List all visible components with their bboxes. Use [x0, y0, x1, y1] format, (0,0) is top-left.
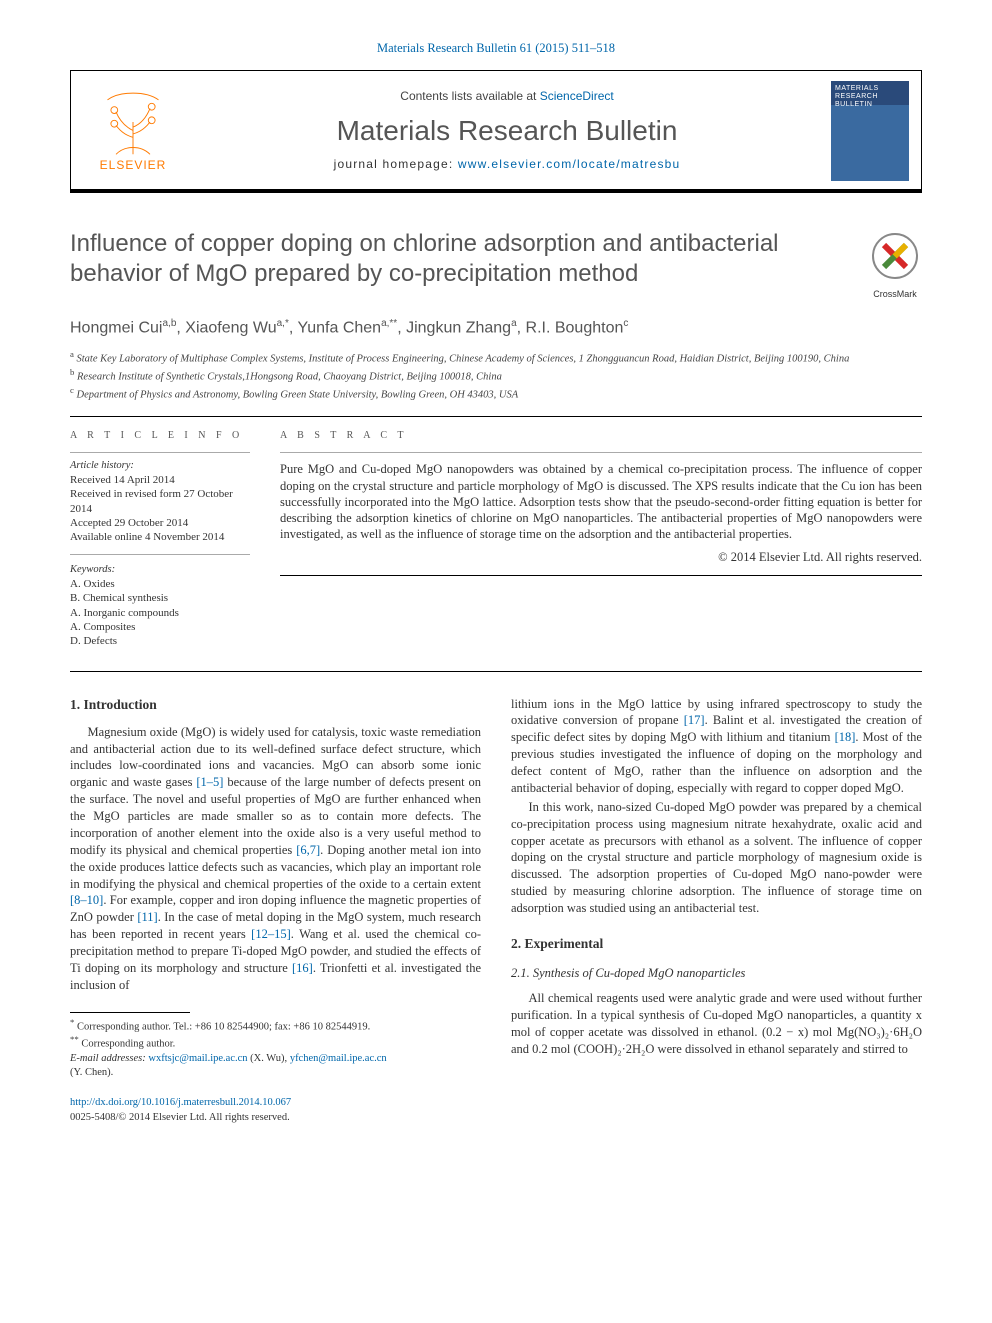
article-title: Influence of copper doping on chlorine a… [70, 229, 856, 289]
ref-link[interactable]: [1–5] [196, 775, 223, 789]
keywords-items: A. OxidesB. Chemical synthesisA. Inorgan… [70, 577, 250, 648]
divider [70, 671, 922, 672]
contents-pre: Contents lists available at [400, 89, 539, 103]
ref-link[interactable]: [17] [684, 713, 705, 727]
authors-line: Hongmei Cuia,b, Xiaofeng Wua,*, Yunfa Ch… [70, 317, 922, 339]
email-label: E-mail addresses: [70, 1053, 146, 1064]
doi-link[interactable]: http://dx.doi.org/10.1016/j.materresbull… [70, 1097, 291, 1108]
body-paragraph: In this work, nano-sized Cu-doped MgO po… [511, 799, 922, 917]
doi-block: http://dx.doi.org/10.1016/j.materresbull… [70, 1096, 481, 1124]
footnotes: * Corresponding author. Tel.: +86 10 825… [70, 1017, 481, 1081]
footnote-line: * Corresponding author. Tel.: +86 10 825… [70, 1017, 481, 1035]
header-center: Contents lists available at ScienceDirec… [195, 89, 819, 173]
journal-cover-thumb: MATERIALS RESEARCH BULLETIN [831, 81, 909, 181]
divider [280, 575, 922, 576]
right-body-1: lithium ions in the MgO lattice by using… [511, 696, 922, 917]
article-info-col: A R T I C L E I N F O Article history: R… [70, 429, 250, 648]
left-column: 1. Introduction Magnesium oxide (MgO) is… [70, 696, 481, 1125]
history-item: Received 14 April 2014 [70, 473, 250, 487]
email-link-2[interactable]: yfchen@mail.ipe.ac.cn [290, 1053, 387, 1064]
history-head: Article history: [70, 459, 250, 473]
body-paragraph: Magnesium oxide (MgO) is widely used for… [70, 724, 481, 994]
divider [70, 416, 922, 417]
issn-line: 0025-5408/© 2014 Elsevier Ltd. All right… [70, 1112, 290, 1123]
affiliations: a State Key Laboratory of Multiphase Com… [70, 349, 922, 402]
abstract-text: Pure MgO and Cu-doped MgO nanopowders wa… [280, 461, 922, 542]
ref-link[interactable]: [8–10] [70, 893, 103, 907]
section-2-1-head: 2.1. Synthesis of Cu-doped MgO nanoparti… [511, 965, 922, 982]
copyright-line: © 2014 Elsevier Ltd. All rights reserved… [280, 549, 922, 565]
elsevier-logo: ELSEVIER [83, 81, 183, 181]
right-body-2: All chemical reagents used were analytic… [511, 990, 922, 1058]
abstract-col: A B S T R A C T Pure MgO and Cu-doped Mg… [280, 429, 922, 648]
section-2-head: 2. Experimental [511, 935, 922, 953]
affiliation-line: b Research Institute of Synthetic Crysta… [70, 367, 922, 385]
email-who-1: (X. Wu), [250, 1053, 287, 1064]
divider [70, 452, 250, 453]
keyword-item: A. Composites [70, 620, 250, 634]
homepage-link[interactable]: www.elsevier.com/locate/matresbu [458, 157, 680, 171]
footnote-star2: Corresponding author. [81, 1039, 175, 1050]
citation-link[interactable]: Materials Research Bulletin 61 (2015) 51… [377, 41, 615, 55]
homepage-pre: journal homepage: [334, 157, 458, 171]
right-column: lithium ions in the MgO lattice by using… [511, 696, 922, 1125]
cover-line: RESEARCH [835, 93, 905, 101]
history-item: Received in revised form 27 October 2014 [70, 487, 250, 516]
section-1-head: 1. Introduction [70, 696, 481, 714]
body-paragraph: lithium ions in the MgO lattice by using… [511, 696, 922, 797]
left-body: Magnesium oxide (MgO) is widely used for… [70, 724, 481, 994]
history-item: Available online 4 November 2014 [70, 530, 250, 544]
crossmark-badge[interactable]: CrossMark [868, 229, 922, 301]
history-items: Received 14 April 2014Received in revise… [70, 473, 250, 544]
journal-header: ELSEVIER Contents lists available at Sci… [70, 70, 922, 193]
homepage-line: journal homepage: www.elsevier.com/locat… [195, 157, 819, 173]
keyword-item: D. Defects [70, 634, 250, 648]
keywords-block: Keywords: A. OxidesB. Chemical synthesis… [70, 554, 250, 648]
ref-link[interactable]: [18] [835, 730, 856, 744]
footnote-line: E-mail addresses: wxftsjc@mail.ipe.ac.cn… [70, 1052, 481, 1066]
elsevier-tree-icon [89, 88, 177, 156]
body-columns: 1. Introduction Magnesium oxide (MgO) is… [70, 696, 922, 1125]
footnote-line: (Y. Chen). [70, 1066, 481, 1080]
sciencedirect-link[interactable]: ScienceDirect [540, 89, 614, 103]
affiliation-line: a State Key Laboratory of Multiphase Com… [70, 349, 922, 367]
ref-link[interactable]: [11] [137, 910, 157, 924]
elsevier-wordmark: ELSEVIER [100, 158, 167, 174]
body-paragraph: All chemical reagents used were analytic… [511, 990, 922, 1058]
contents-line: Contents lists available at ScienceDirec… [195, 89, 819, 105]
ref-link[interactable]: [6,7] [296, 843, 320, 857]
affiliation-line: c Department of Physics and Astronomy, B… [70, 385, 922, 403]
keywords-head: Keywords: [70, 563, 250, 577]
journal-name: Materials Research Bulletin [195, 113, 819, 149]
crossmark-icon [868, 229, 922, 283]
ref-link[interactable]: [12–15] [251, 927, 291, 941]
crossmark-label: CrossMark [868, 289, 922, 301]
cover-line: BULLETIN [835, 101, 905, 109]
email-link-1[interactable]: wxftsjc@mail.ipe.ac.cn [148, 1053, 247, 1064]
keyword-item: A. Oxides [70, 577, 250, 591]
top-citation: Materials Research Bulletin 61 (2015) 51… [70, 40, 922, 56]
footnote-divider [70, 1012, 190, 1013]
divider [280, 452, 922, 453]
keyword-item: A. Inorganic compounds [70, 606, 250, 620]
keyword-item: B. Chemical synthesis [70, 591, 250, 605]
footnote-line: ** Corresponding author. [70, 1034, 481, 1052]
abstract-label: A B S T R A C T [280, 429, 922, 442]
history-item: Accepted 29 October 2014 [70, 516, 250, 530]
ref-link[interactable]: [16] [292, 961, 313, 975]
article-info-label: A R T I C L E I N F O [70, 429, 250, 442]
article-info-row: A R T I C L E I N F O Article history: R… [70, 429, 922, 648]
footnote-star1: Corresponding author. Tel.: +86 10 82544… [77, 1021, 370, 1032]
cover-line: MATERIALS [835, 85, 905, 93]
